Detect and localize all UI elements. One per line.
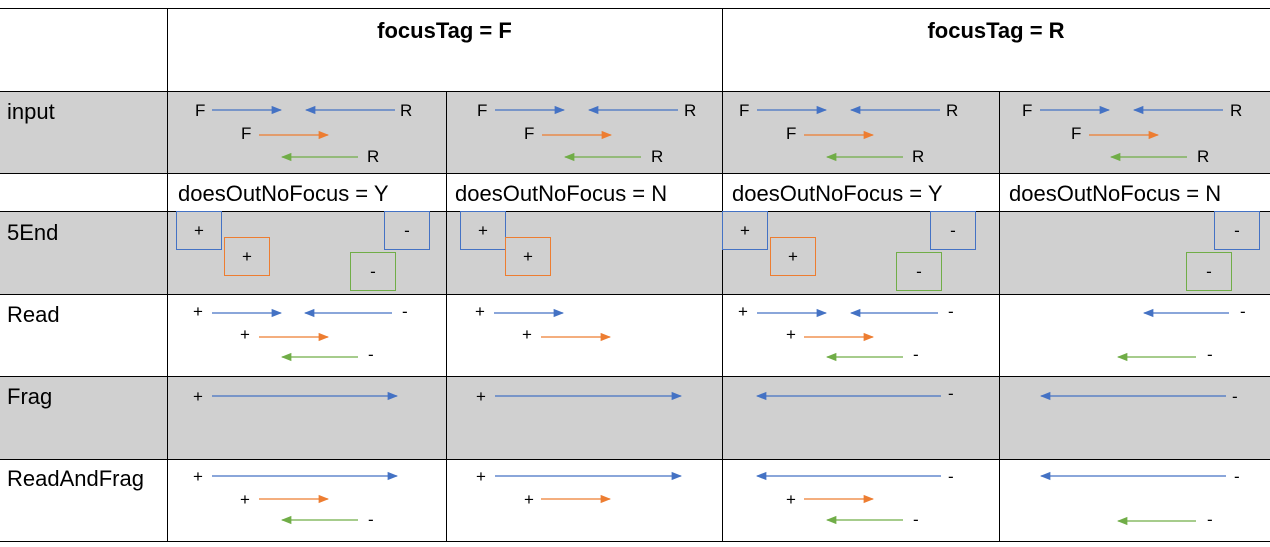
plus-box-blue: + xyxy=(176,211,222,250)
sign-plus: + xyxy=(522,325,532,344)
grid-line xyxy=(0,376,1270,377)
grid-line xyxy=(167,8,168,542)
header-focustag-f: focusTag = F xyxy=(377,18,512,43)
sign-plus: + xyxy=(475,302,485,321)
grid-line xyxy=(0,211,1270,212)
strand-label-f: F xyxy=(1071,124,1082,143)
5end-row-bg xyxy=(0,211,1270,294)
sign-plus: + xyxy=(786,325,796,344)
sign-minus: - xyxy=(368,510,374,529)
sign-minus: - xyxy=(368,345,374,364)
sign-plus: + xyxy=(476,467,486,486)
grid-line xyxy=(999,91,1000,542)
strand-label-r: R xyxy=(946,101,959,120)
plus-box-blue: + xyxy=(460,211,506,250)
doesoutnofocus-label: doesOutNoFocus = N xyxy=(455,181,668,206)
sign-minus: - xyxy=(1207,510,1213,529)
sign-minus: - xyxy=(1207,345,1213,364)
sign-plus: + xyxy=(786,490,796,509)
sign-plus: + xyxy=(240,490,250,509)
plus-box-orange: + xyxy=(224,237,270,276)
grid-line xyxy=(0,173,1270,174)
input-row-bg xyxy=(0,91,1270,173)
sign-minus: - xyxy=(948,384,954,403)
row-label-readandfrag: ReadAndFrag xyxy=(7,466,144,491)
strand-label-f: F xyxy=(524,124,535,143)
grid-line xyxy=(446,91,447,542)
row-label-5end: 5End xyxy=(7,220,59,245)
grid-line xyxy=(0,91,1270,92)
strand-label-r: R xyxy=(1230,101,1243,120)
row-label-input: input xyxy=(7,99,55,124)
strand-label-r: R xyxy=(684,101,697,120)
minus-box-green: - xyxy=(1186,252,1232,291)
strand-label-f: F xyxy=(1022,101,1033,120)
minus-box-green: - xyxy=(896,252,942,291)
row-label-frag: Frag xyxy=(7,384,53,409)
sign-minus: - xyxy=(948,302,954,321)
minus-box-blue: - xyxy=(930,211,976,250)
plus-box-blue: + xyxy=(722,211,768,250)
plus-box-orange: + xyxy=(505,237,551,276)
plus-box-orange: + xyxy=(770,237,816,276)
sign-minus: - xyxy=(1240,302,1246,321)
strand-label-r: R xyxy=(912,147,925,166)
minus-box-blue: - xyxy=(1214,211,1260,250)
grid-line xyxy=(722,8,723,542)
sign-minus: - xyxy=(913,345,919,364)
minus-box-green: - xyxy=(350,252,396,291)
sign-plus: + xyxy=(193,467,203,486)
strand-label-r: R xyxy=(1197,147,1210,166)
doesoutnofocus-label: doesOutNoFocus = N xyxy=(1009,181,1222,206)
sign-minus: - xyxy=(948,467,954,486)
sign-plus: + xyxy=(240,325,250,344)
sign-minus: - xyxy=(913,510,919,529)
grid-line xyxy=(0,459,1270,460)
grid-line xyxy=(0,294,1270,295)
doesoutnofocus-label: doesOutNoFocus = Y xyxy=(178,181,389,206)
sign-plus: + xyxy=(476,387,486,406)
doesoutnofocus-label: doesOutNoFocus = Y xyxy=(732,181,943,206)
sign-plus: + xyxy=(193,387,203,406)
strand-label-r: R xyxy=(651,147,664,166)
strand-label-f: F xyxy=(241,124,252,143)
sign-minus: - xyxy=(1232,387,1238,406)
sign-plus: + xyxy=(193,302,203,321)
grid-line xyxy=(0,8,1270,9)
strand-label-r: R xyxy=(367,147,380,166)
sign-plus: + xyxy=(738,302,748,321)
strand-label-r: R xyxy=(400,101,413,120)
sign-minus: - xyxy=(1234,467,1240,486)
grid-line xyxy=(0,541,1270,542)
frag-row-bg xyxy=(0,376,1270,459)
sign-minus: - xyxy=(402,302,408,321)
minus-box-blue: - xyxy=(384,211,430,250)
row-label-read: Read xyxy=(7,302,60,327)
strand-label-f: F xyxy=(477,101,488,120)
header-focustag-r: focusTag = R xyxy=(927,18,1065,43)
strand-label-f: F xyxy=(195,101,206,120)
strand-label-f: F xyxy=(786,124,797,143)
strand-label-f: F xyxy=(739,101,750,120)
sign-plus: + xyxy=(524,490,534,509)
